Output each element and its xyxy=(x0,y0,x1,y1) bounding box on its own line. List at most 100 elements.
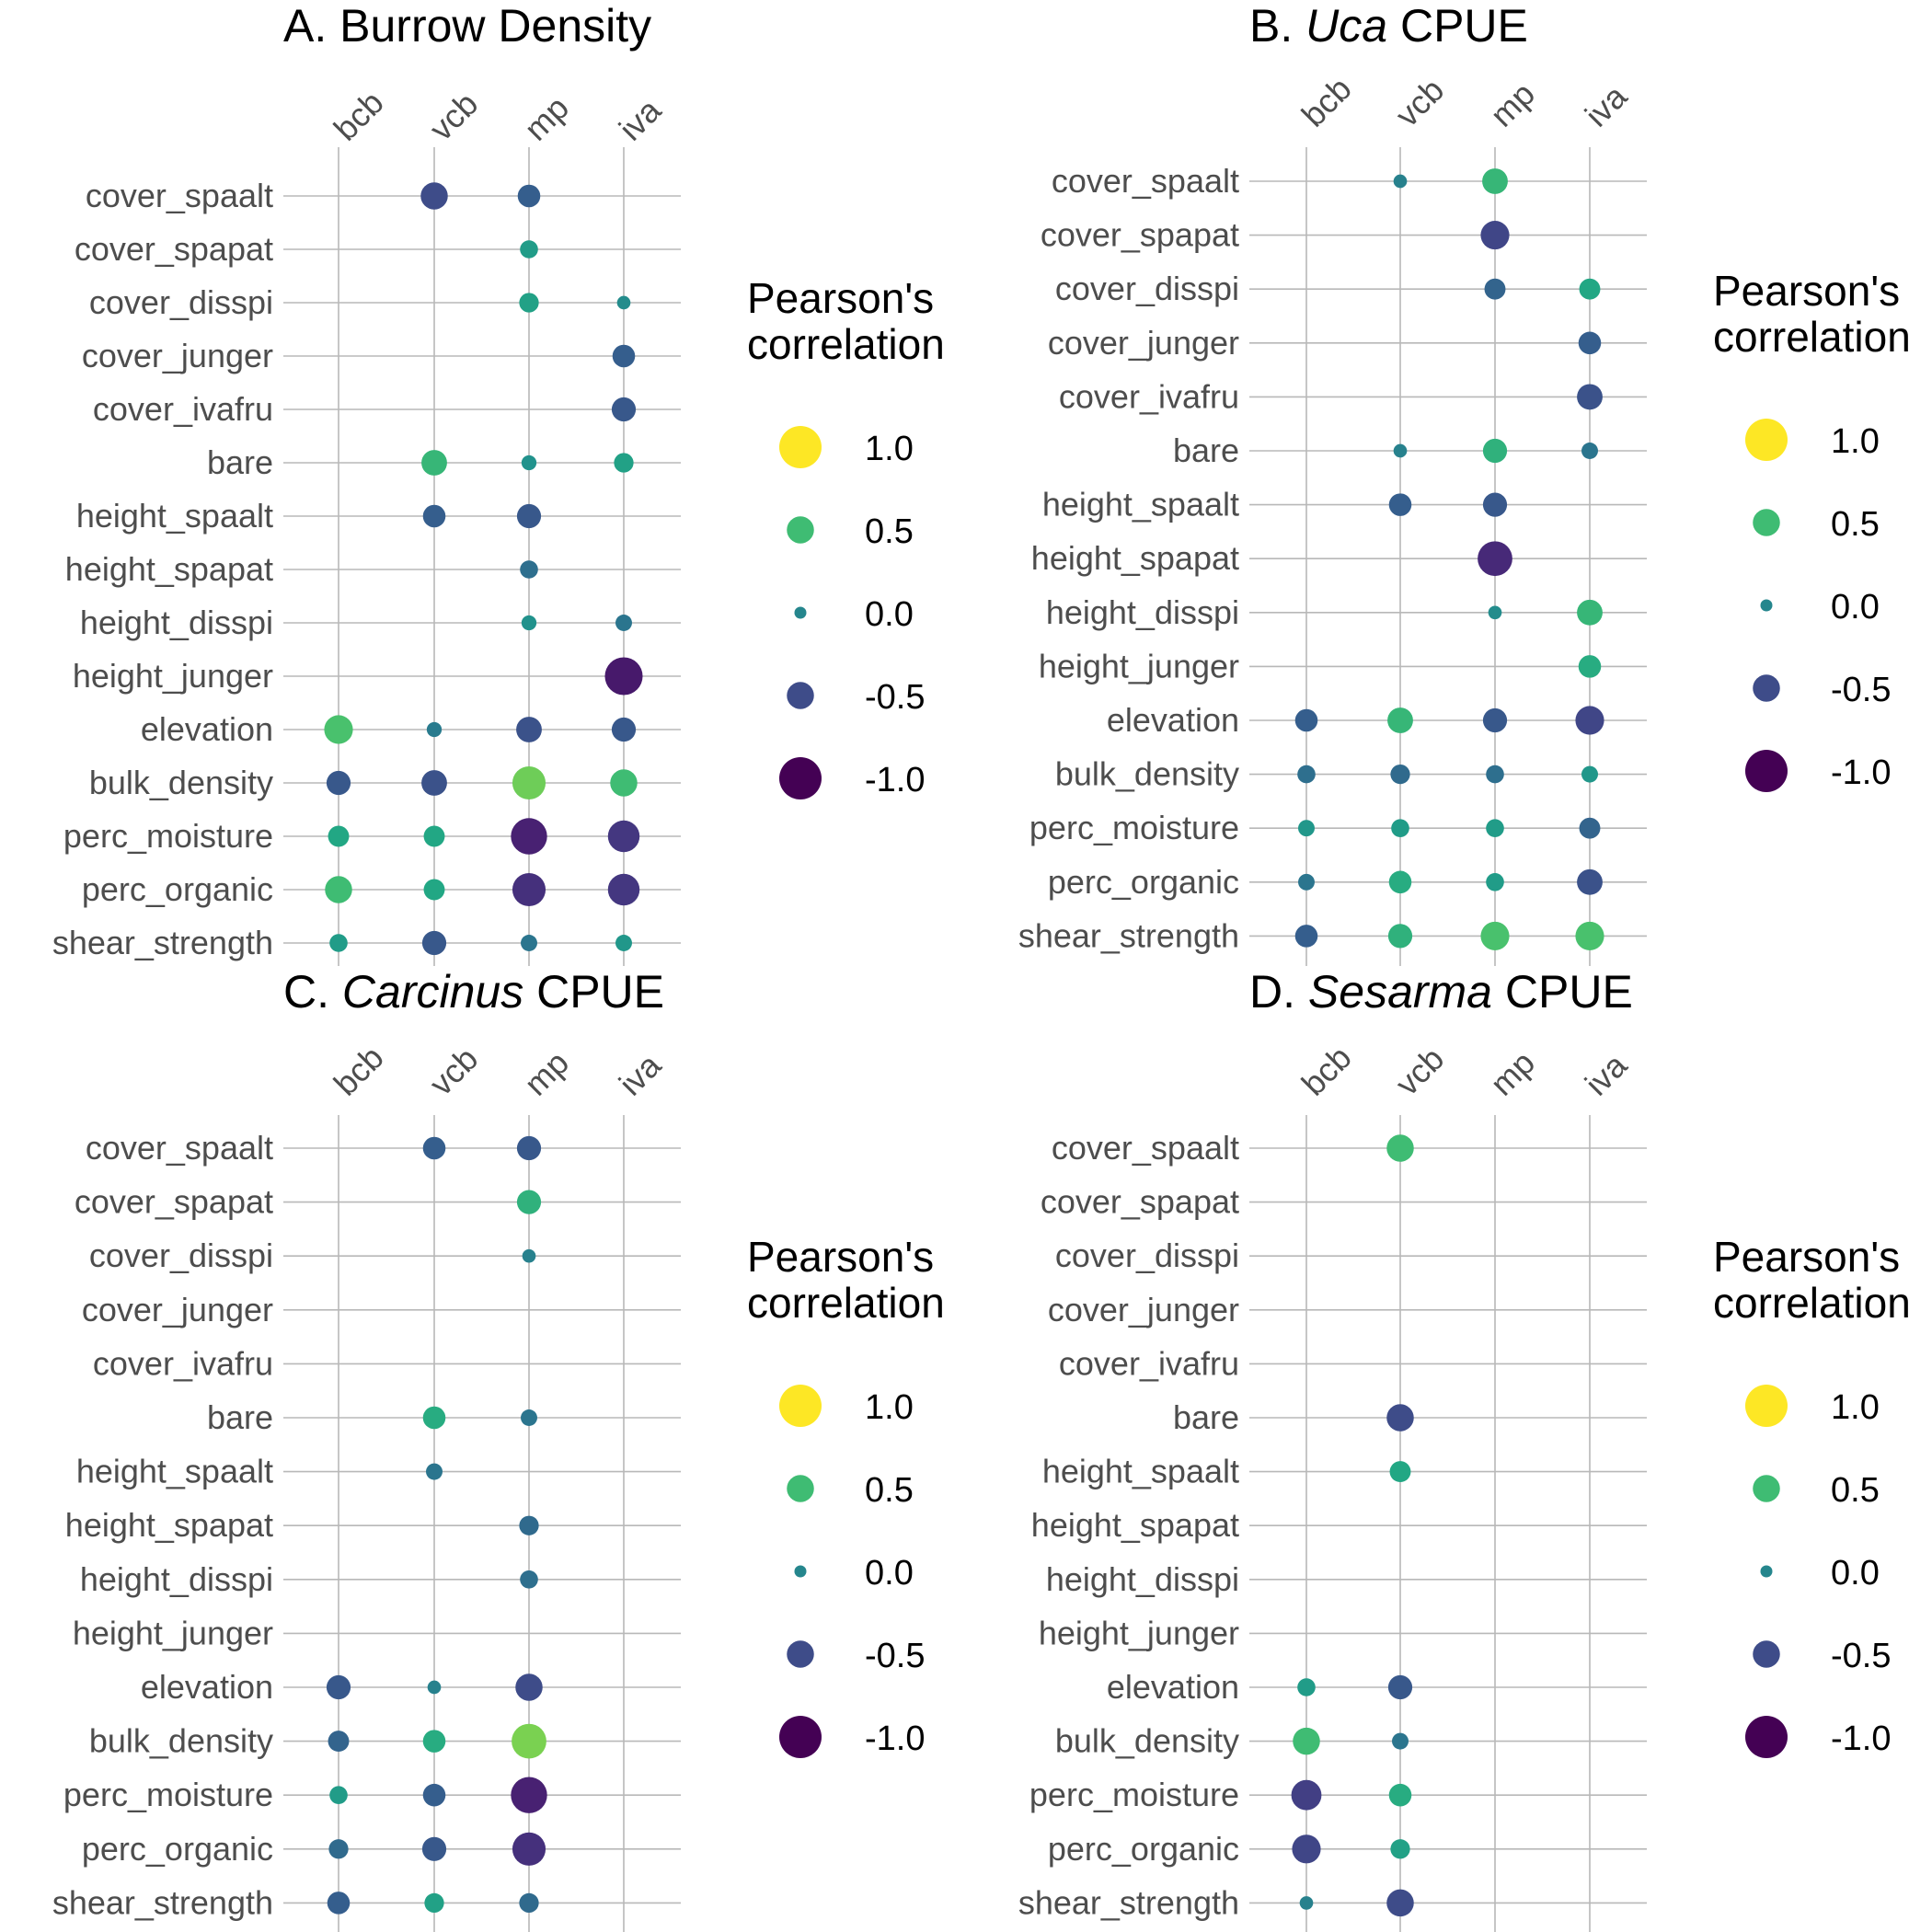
row-label: shear_strength xyxy=(1018,1883,1239,1921)
legend-key xyxy=(787,682,814,709)
column-label: vcb xyxy=(1388,71,1452,134)
correlation-point xyxy=(1579,817,1601,839)
panel-title-suffix: CPUE xyxy=(1387,0,1528,52)
panel-title-prefix: D. xyxy=(1249,966,1308,1018)
row-label: cover_ivafru xyxy=(93,390,273,428)
column-label: iva xyxy=(1578,76,1635,133)
row-label: elevation xyxy=(141,1668,273,1706)
legend-key xyxy=(779,757,822,799)
correlation-point xyxy=(1386,1134,1414,1162)
correlation-point xyxy=(1482,168,1508,194)
correlation-point xyxy=(423,879,445,901)
correlation-point xyxy=(1390,764,1410,785)
correlation-point xyxy=(1386,1889,1414,1917)
panel-title-taxon: Sesarma xyxy=(1308,966,1492,1018)
legend-title: Pearson's xyxy=(1713,1233,1900,1281)
correlation-point xyxy=(519,293,539,313)
row-label: height_spapat xyxy=(1031,1506,1239,1544)
row-label: bulk_density xyxy=(1055,755,1239,793)
correlation-point xyxy=(421,1836,447,1861)
row-label: bulk_density xyxy=(89,1722,273,1760)
correlation-point xyxy=(511,1777,547,1813)
legend-label: 1.0 xyxy=(1831,1388,1880,1427)
row-label: cover_junger xyxy=(1048,324,1239,362)
legend-title: correlation xyxy=(747,1279,945,1327)
row-label: cover_disspi xyxy=(89,1236,273,1274)
panel-title-prefix: A. xyxy=(283,0,339,52)
correlation-point xyxy=(610,769,638,797)
row-label: cover_spaalt xyxy=(86,177,273,214)
legend-key xyxy=(1745,419,1788,461)
correlation-point xyxy=(519,1515,539,1535)
row-label: bare xyxy=(207,1398,273,1436)
correlation-point xyxy=(1294,925,1318,948)
correlation-point xyxy=(329,934,348,952)
row-label: height_disspi xyxy=(80,1560,273,1598)
correlation-point xyxy=(427,1680,442,1695)
legend-label: -0.5 xyxy=(865,678,925,717)
correlation-point xyxy=(520,1570,538,1589)
row-label: cover_junger xyxy=(1048,1291,1239,1328)
correlation-point xyxy=(519,1892,539,1914)
legend-label: 0.5 xyxy=(1831,505,1880,544)
row-label: shear_strength xyxy=(52,1883,273,1921)
correlation-point xyxy=(1577,868,1603,895)
row-label: height_junger xyxy=(73,657,273,695)
correlation-point xyxy=(512,1723,546,1759)
row-label: cover_disspi xyxy=(1055,1236,1239,1274)
row-label: height_junger xyxy=(1039,1614,1239,1651)
legend-label: 0.5 xyxy=(865,512,914,551)
legend-title: correlation xyxy=(747,320,945,368)
row-label: height_spaalt xyxy=(1042,486,1239,523)
correlation-point xyxy=(424,1892,444,1914)
correlation-point xyxy=(516,1135,542,1161)
correlation-point xyxy=(421,930,447,956)
correlation-point xyxy=(1575,706,1604,735)
panel-3: C. Carcinus CPUE bcb vcb mp iva cover_spaaltc… xyxy=(52,966,945,1932)
correlation-point xyxy=(1581,765,1598,783)
column-label: iva xyxy=(1578,1045,1635,1102)
correlation-point xyxy=(422,504,446,528)
row-label: bare xyxy=(207,443,273,481)
legend-key xyxy=(1745,1716,1788,1758)
correlation-point xyxy=(1387,924,1413,949)
correlation-point xyxy=(421,450,447,476)
legend-label: -1.0 xyxy=(1831,1719,1891,1758)
row-label: height_spapat xyxy=(1031,539,1239,577)
row-label: cover_disspi xyxy=(89,283,273,321)
row-label: height_disspi xyxy=(80,604,273,641)
legend-key xyxy=(1753,509,1780,536)
correlation-point xyxy=(521,454,537,471)
row-label: height_junger xyxy=(73,1614,273,1651)
legend-label: 0.0 xyxy=(865,595,914,634)
column-label: iva xyxy=(612,90,669,147)
correlation-point xyxy=(1575,921,1604,950)
row-label: cover_disspi xyxy=(1055,270,1239,307)
legend-key xyxy=(794,1565,807,1578)
correlation-point xyxy=(1299,1896,1314,1910)
legend-label: -1.0 xyxy=(865,1719,925,1758)
row-label: height_junger xyxy=(1039,647,1239,684)
legend-key xyxy=(787,516,814,544)
correlation-point xyxy=(1486,873,1504,891)
row-label: perc_moisture xyxy=(1029,1776,1239,1813)
row-label: cover_spaalt xyxy=(86,1129,273,1167)
legend-label: -0.5 xyxy=(1831,1637,1891,1675)
correlation-point xyxy=(426,1463,443,1480)
legend-key xyxy=(1753,674,1780,702)
correlation-point xyxy=(1388,1783,1412,1807)
row-label: elevation xyxy=(1107,1668,1239,1706)
row-label: shear_strength xyxy=(1018,916,1239,954)
legend-key xyxy=(794,606,807,619)
correlation-point xyxy=(423,825,445,847)
correlation-point xyxy=(516,1190,542,1214)
correlation-point xyxy=(604,657,643,696)
correlation-point xyxy=(1393,174,1408,189)
correlation-point xyxy=(612,344,636,368)
legend-key xyxy=(779,426,822,468)
correlation-point xyxy=(422,1136,446,1160)
column-label: vcb xyxy=(422,1040,486,1103)
correlation-point xyxy=(1293,1727,1320,1755)
row-label: cover_ivafru xyxy=(1059,377,1239,415)
